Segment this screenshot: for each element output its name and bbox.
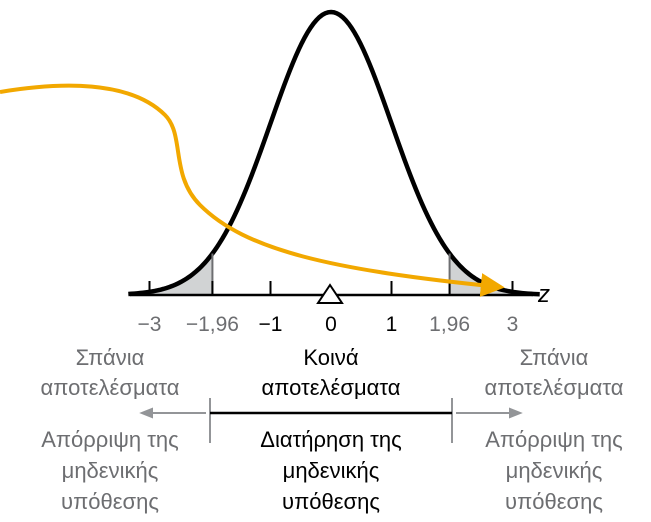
left-decision-line1: Απόρριψη της [41, 427, 179, 452]
right-region-title-line2: αποτελέσματα [485, 375, 624, 400]
middle-decision-line2: μηδενικής [283, 458, 380, 483]
axis-ticks [148, 281, 514, 295]
axis-tick-label: 0 [325, 313, 337, 336]
left-region-title-line2: αποτελέσματα [41, 375, 180, 400]
middle-decision-line1: Διατήρηση της [260, 427, 401, 452]
mean-marker-triangle [316, 283, 344, 304]
right-decision-line1: Απόρριψη της [485, 427, 623, 452]
right-region-title-line1: Σπάνια [520, 345, 589, 370]
left-decision-line2: μηδενικής [62, 458, 159, 483]
right-decision-line2: μηδενικής [506, 458, 603, 483]
lower-rejection-tail [128, 253, 213, 295]
axis-tick-label: 1,96 [429, 313, 470, 336]
axis-tick-label: 1 [386, 313, 398, 336]
axis-tick-labels: −3 −1,96 −1 0 1 1,96 3 [138, 313, 519, 336]
right-decision-line3: υπόθεσης [505, 489, 603, 514]
axis-variable-label: z [537, 281, 550, 308]
left-region-title-line1: Σπάνια [76, 345, 145, 370]
left-decision-line3: υπόθεσης [61, 489, 159, 514]
pointer-arrow [0, 83, 505, 298]
axis-tick-label: 3 [507, 313, 519, 336]
normal-curve [128, 9, 540, 297]
middle-decision-line3: υπόθεσης [282, 489, 380, 514]
axis-tick-label: −1 [259, 313, 283, 336]
axis-tick-label: −1,96 [186, 313, 239, 336]
middle-region-title-line1: Κοινά [303, 345, 359, 370]
axis-tick-label: −3 [138, 313, 162, 336]
middle-region-title-line2: αποτελέσματα [262, 375, 401, 400]
